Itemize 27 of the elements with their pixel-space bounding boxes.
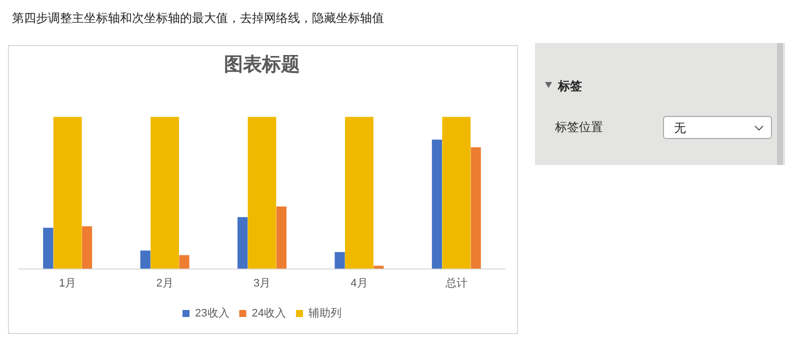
legend-label: 辅助列 — [308, 306, 342, 320]
bar — [442, 116, 471, 269]
chart-title: 图表标题 — [224, 53, 300, 76]
text: 标签 — [558, 78, 582, 95]
bar — [248, 116, 276, 269]
bar — [82, 226, 92, 269]
bar — [238, 217, 248, 269]
legend-label: 24收入 — [252, 306, 286, 320]
x-tick-label: 1月 — [59, 277, 76, 290]
x-tick-label: 3月 — [253, 277, 271, 290]
bar — [470, 147, 481, 269]
bar — [140, 250, 150, 269]
dropdown-field: 无 — [663, 116, 772, 139]
x-tick-label: 4月 — [350, 277, 368, 290]
bar — [334, 252, 345, 269]
bar — [179, 255, 190, 269]
text: 标签位置 — [555, 119, 603, 136]
bar — [150, 116, 179, 269]
bar — [432, 140, 442, 269]
x-tick-label: 总计 — [444, 276, 468, 290]
bar — [53, 116, 82, 269]
bar — [276, 206, 286, 269]
legend-label: 23收入 — [195, 306, 230, 320]
x-tick-label: 2月 — [156, 277, 174, 290]
text: 第四步调整主坐标轴和次坐标轴的最大值，去掉网络线，隐藏坐标轴值 — [12, 10, 384, 27]
bar — [43, 228, 54, 269]
bar — [345, 116, 374, 269]
